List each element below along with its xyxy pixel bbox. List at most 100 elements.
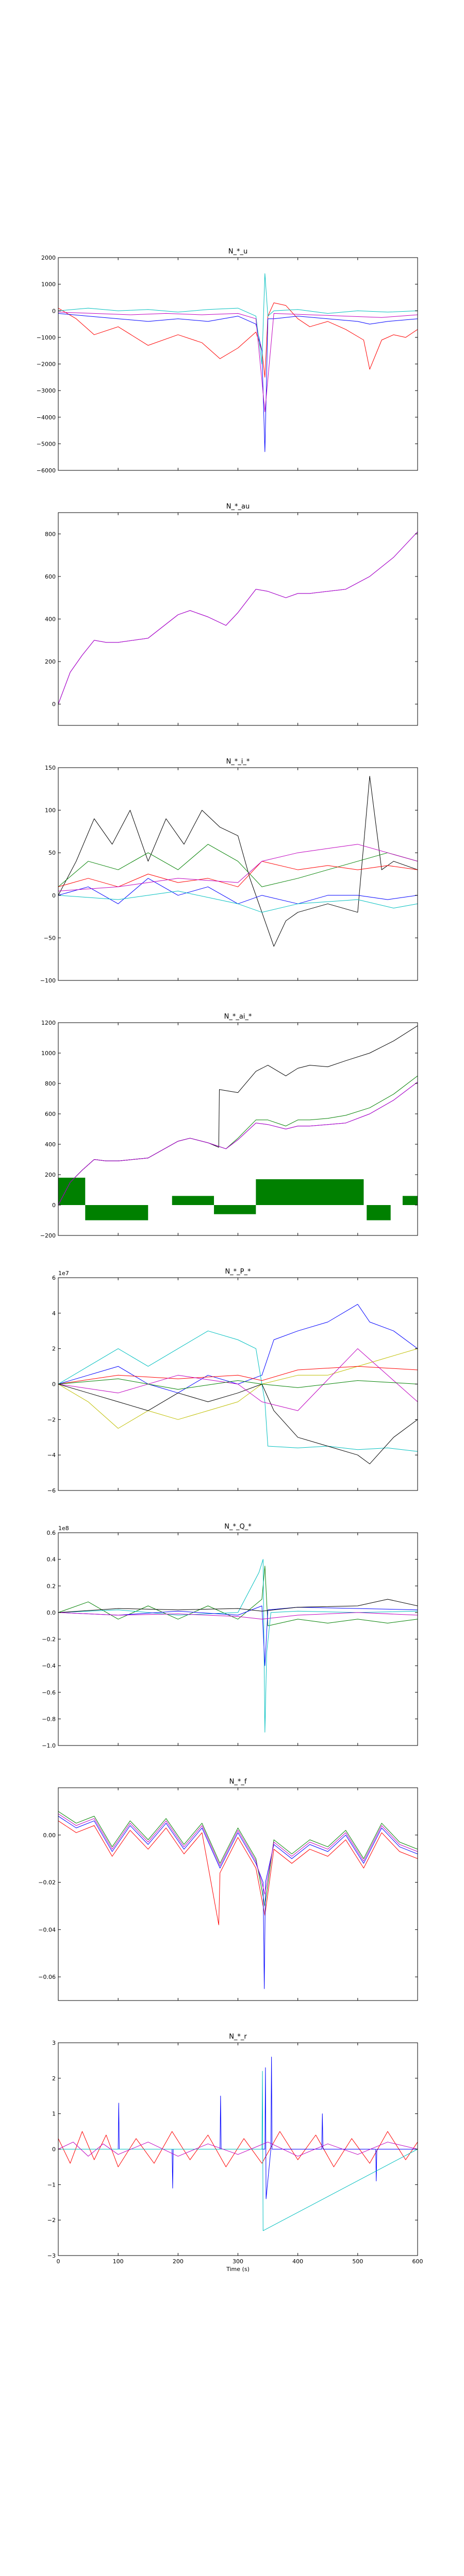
y-offset-label: 1e7 (58, 1270, 69, 1277)
y-tick-label: 150 (45, 765, 56, 771)
plot-area (58, 531, 418, 704)
y-tick-label: 400 (45, 616, 56, 623)
chart-title: N_*_f (229, 1778, 247, 1786)
plot-area (58, 273, 418, 452)
y-tick-label: 1000 (41, 281, 56, 288)
y-tick-label: −0.4 (42, 1663, 56, 1669)
y-tick-label: −2 (47, 2217, 56, 2224)
bar-segment (367, 1205, 391, 1221)
y-tick-label: 6 (52, 1275, 56, 1281)
y-tick-label: 0.2 (47, 1583, 56, 1589)
y-tick-label: −2000 (37, 361, 56, 368)
y-tick-label: 50 (48, 850, 56, 856)
y-tick-label: 400 (45, 1141, 56, 1148)
y-tick-label: 600 (45, 573, 56, 580)
y-tick-label: −200 (40, 1232, 56, 1239)
series-line (58, 1811, 418, 1906)
y-tick-label: −6000 (37, 467, 56, 474)
y-tick-label: −5000 (37, 440, 56, 447)
x-tick-label: 500 (352, 2258, 363, 2265)
y-tick-label: 0.6 (47, 1530, 56, 1536)
series-line (58, 1559, 418, 1733)
series-line (58, 2142, 418, 2157)
y-tick-label: 1200 (41, 1020, 56, 1026)
plot-area (58, 2057, 418, 2231)
y-tick-label: −4000 (37, 414, 56, 421)
x-tick-label: 300 (233, 2258, 243, 2265)
y-tick-label: 200 (45, 658, 56, 665)
axes-frame (58, 1787, 418, 2001)
chart-panel-4: N_*_ai_* −200 0 200 400 600 800 1000 1200 (40, 1013, 418, 1239)
x-tick-label: 0 (57, 2258, 60, 2265)
series-line (58, 2131, 418, 2167)
chart-panel-6: N_*_Q_* 1e8 −1.0 −0.8 −0.6 −0.4 −0.2 0.0 0.2 0.4 0… (42, 1523, 418, 1749)
y-tick-label: −6 (47, 1487, 56, 1494)
plot-area (58, 776, 418, 947)
y-tick-label: 4 (52, 1310, 56, 1317)
y-tick-label: −0.04 (38, 1926, 56, 1933)
y-tick-label: 2 (52, 1346, 56, 1352)
series-line (58, 1348, 418, 1429)
y-tick-label: 3 (52, 2040, 56, 2046)
y-tick-label: 0.00 (43, 1832, 56, 1839)
y-tick-label: −3 (47, 2252, 56, 2259)
y-offset-label: 1e8 (58, 1525, 69, 1532)
chart-panel-7: N_*_f −0.06 −0.04 −0.02 0.00 (38, 1778, 418, 2001)
plot-area (58, 1559, 418, 1733)
series-line (58, 1566, 418, 1626)
y-tick-label: −50 (44, 935, 56, 941)
series-line (58, 878, 418, 904)
series-line (58, 531, 418, 704)
x-tick-label: 200 (173, 2258, 184, 2265)
y-tick-label: 0 (52, 2146, 56, 2153)
series-line (58, 273, 418, 364)
y-tick-label: −100 (40, 977, 56, 984)
y-tick-label: 100 (45, 807, 56, 814)
series-line (58, 1025, 418, 1206)
y-tick-label: −0.06 (38, 1974, 56, 1980)
y-tick-label: 0 (52, 1381, 56, 1388)
chart-panel-2: N_*_au 0 200 400 600 800 (45, 503, 418, 726)
series-line (58, 1605, 418, 1666)
chart-title: N_*_ai_* (224, 1013, 252, 1021)
y-tick-label: −2 (47, 1416, 56, 1423)
y-tick-label: −1 (47, 2181, 56, 2188)
axes-frame (58, 257, 418, 471)
y-tick-label: −4 (47, 1452, 56, 1459)
chart-title: N_*_P_* (225, 1268, 251, 1276)
bar-segment (172, 1196, 214, 1205)
series-line (58, 1366, 418, 1384)
y-tick-label: 0 (52, 701, 56, 708)
y-tick-label: 0 (52, 892, 56, 899)
series-line (58, 1612, 418, 1620)
x-tick-label: 100 (113, 2258, 124, 2265)
y-tick-label: 0 (52, 1202, 56, 1209)
y-tick-label: −0.8 (42, 1716, 56, 1722)
y-tick-label: 2 (52, 2075, 56, 2082)
y-tick-label: 1000 (41, 1050, 56, 1057)
y-tick-label: −1.0 (42, 1742, 56, 1749)
plot-area (58, 1811, 418, 1989)
y-tick-label: −3000 (37, 387, 56, 394)
bar-segment (85, 1205, 148, 1221)
axes-frame (58, 1532, 418, 1746)
series-line (58, 1330, 418, 1452)
y-tick-label: 0.0 (47, 1609, 56, 1616)
series-line (58, 1304, 418, 1394)
x-tick-label: 600 (412, 2258, 423, 2265)
y-tick-label: 0.4 (47, 1556, 56, 1563)
plot-area (58, 1304, 418, 1464)
chart-panel-3: N_*_i_* −100 −50 0 50 100 150 (40, 758, 418, 984)
y-tick-label: −1000 (37, 334, 56, 341)
chart-title: N_*_Q_* (224, 1523, 252, 1531)
chart-title: N_*_u (228, 248, 247, 256)
series-line (58, 844, 418, 891)
bar-segment (256, 1179, 364, 1205)
series-line (58, 1081, 418, 1206)
series-line (58, 2071, 418, 2231)
x-tick-label: 400 (292, 2258, 303, 2265)
chart-panel-5: N_*_P_* 1e7 −6 −4 −2 0 2 4 6 (47, 1268, 418, 1494)
series-line (58, 531, 418, 704)
y-tick-label: 200 (45, 1172, 56, 1178)
series-line (58, 1820, 418, 1925)
